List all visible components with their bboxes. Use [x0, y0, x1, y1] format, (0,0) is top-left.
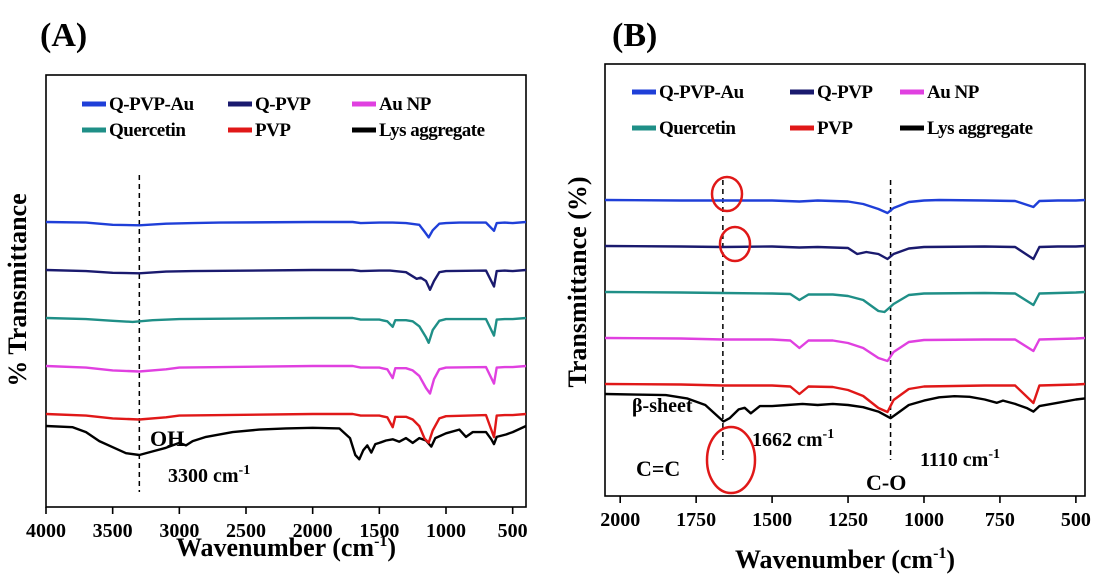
- panel-b-x-tick-label: 1750: [676, 509, 716, 531]
- panel-a-legend-label: Q-PVP: [255, 94, 311, 115]
- panel-a-series-lys-aggregate: [45, 424, 527, 461]
- panel-b-x-tick-label: 750: [985, 509, 1015, 531]
- panel-b-legend-label: Q-PVP: [817, 82, 873, 103]
- panel-b-cc-label: C=C: [636, 456, 680, 481]
- panel-b-legend-label: PVP: [817, 118, 853, 139]
- panel-b-x-tick-label: 2000: [600, 509, 640, 531]
- panel-b-series-q-pvp-au: [604, 198, 1086, 215]
- panel-b-highlight-lys: [705, 425, 757, 495]
- panel-b-1110-label: 1110 cm-1: [920, 447, 1000, 471]
- panel-b-legend-label: Lys aggregate: [927, 118, 1033, 139]
- panel-a-legend-label: Quercetin: [109, 120, 186, 141]
- panel-b-legend-label: Quercetin: [659, 118, 736, 139]
- panel-a-x-tick-label: 2000: [293, 520, 333, 542]
- panel-b-highlight-q-pvp-au: [710, 175, 744, 213]
- panel-a-label: (A): [40, 17, 87, 54]
- panel-b-y-axis-title: Transmittance (%): [563, 176, 592, 387]
- panel-b-x-axis-title: Wavenumber (cm-1): [735, 545, 955, 574]
- panel-b-series-quercetin: [604, 290, 1086, 314]
- panel-b-series-au-np: [604, 336, 1086, 363]
- panel-b-1662-label: 1662 cm-1: [752, 427, 834, 451]
- panel-a-x-tick-label: 1000: [426, 520, 466, 542]
- panel-a-x-tick-label: 2500: [226, 520, 266, 542]
- panel-b-series: [604, 198, 1086, 423]
- panel-a-series: [45, 220, 527, 461]
- panel-b-x-tick-label: 500: [1061, 509, 1091, 531]
- panel-a-x-axis-title: Wavenumber (cm-1): [176, 533, 396, 562]
- panel-a-x-tick-label: 1500: [359, 520, 399, 542]
- panel-b: (B) Wavenumber (cm-1) Transmittance (%) …: [563, 17, 1091, 574]
- panel-a: (A) Wavenumber (cm-1) % Transmittance 40…: [3, 17, 528, 562]
- panel-b-series-pvp: [604, 382, 1086, 414]
- panel-a-x-tick-label: 4000: [26, 520, 66, 542]
- panel-a-legend: Q-PVP-Au Q-PVP Au NP Quercetin PVP Lys aggreg…: [82, 94, 485, 141]
- panel-a-series-quercetin: [45, 316, 527, 344]
- panel-a-series-q-pvp-au: [45, 220, 527, 239]
- panel-b-plot-area: [604, 63, 1086, 497]
- panel-b-legend-label: Au NP: [927, 82, 980, 103]
- panel-a-plot-area: [45, 74, 527, 508]
- panel-b-x-tick-label: 1000: [904, 509, 944, 531]
- panel-a-x-tick-label: 500: [498, 520, 528, 542]
- panel-a-oh-label: OH: [150, 426, 184, 451]
- panel-a-series-q-pvp: [45, 268, 527, 291]
- panel-a-series-au-np: [45, 364, 527, 395]
- panel-a-y-axis-title: % Transmittance: [3, 193, 32, 386]
- panel-a-legend-label: Lys aggregate: [379, 120, 485, 141]
- panel-b-series-q-pvp: [604, 244, 1086, 261]
- panel-a-legend-label: PVP: [255, 120, 291, 141]
- panel-b-legend: Q-PVP-Au Q-PVP Au NP Quercetin PVP Lys aggreg…: [632, 82, 1033, 139]
- panel-a-series-pvp: [45, 412, 527, 444]
- panel-b-x-tick-label: 1500: [752, 509, 792, 531]
- panel-b-x-tick-label: 1250: [828, 509, 868, 531]
- panel-b-beta-sheet-label: β-sheet: [632, 395, 693, 417]
- panel-a-legend-label: Q-PVP-Au: [109, 94, 195, 115]
- panel-b-x-ticks: 2000 1750 1500 1250 1000 750 500: [600, 496, 1091, 531]
- panel-a-x-tick-label: 3000: [159, 520, 199, 542]
- panel-b-legend-label: Q-PVP-Au: [659, 82, 745, 103]
- panel-b-highlight-q-pvp: [718, 225, 752, 263]
- panel-a-3300-label: 3300 cm-1: [168, 463, 250, 487]
- panel-b-label: (B): [612, 17, 657, 54]
- panel-b-co-label: C-O: [866, 470, 906, 495]
- panel-a-x-ticks: 4000 3500 3000 2500 2000 1500 1000 500: [26, 507, 528, 542]
- panel-a-legend-label: Au NP: [379, 94, 432, 115]
- panel-b-series-lys-aggregate: [604, 392, 1086, 423]
- panel-a-x-tick-label: 3500: [93, 520, 133, 542]
- panel-b-reference-lines: [722, 180, 892, 460]
